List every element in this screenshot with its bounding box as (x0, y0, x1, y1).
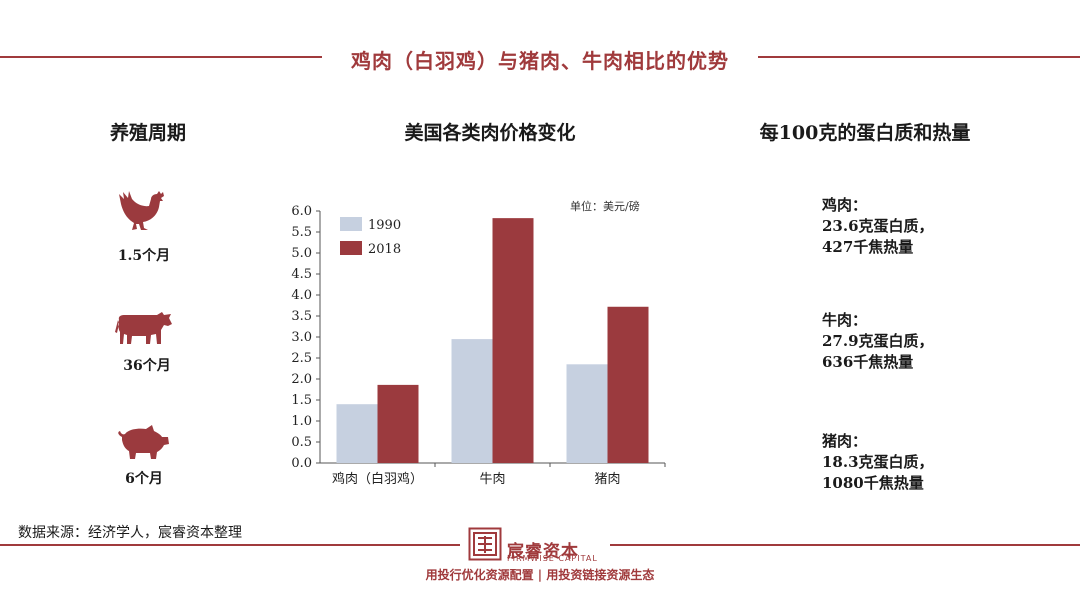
footer-rule-right (610, 544, 1080, 546)
y-tick-label: 5.0 (291, 246, 312, 261)
y-tick-label: 2.0 (291, 372, 312, 387)
footer-rule-left (0, 544, 460, 546)
price-heading: 美国各类肉价格变化 (404, 122, 576, 144)
company-logo-name: 宸睿资本 (507, 542, 579, 562)
cow-icon (115, 312, 172, 344)
nutrition-pork-protein: 18.3克蛋白质， (822, 453, 934, 471)
legend-label-1990: 1990 (368, 218, 401, 233)
chart-unit-note: 单位：美元/磅 (570, 199, 640, 213)
bar-2018 (607, 306, 649, 463)
source-note: 数据来源：经济学人，宸睿资本整理 (18, 525, 242, 541)
bar-1990 (336, 404, 378, 463)
y-tick-label: 2.5 (291, 351, 312, 366)
x-category-label: 鸡肉（白羽鸡） (332, 471, 423, 487)
nutrition-pork-name: 猪肉： (822, 432, 868, 450)
legend-swatch-2018 (340, 241, 362, 255)
y-tick-label: 4.0 (291, 288, 312, 303)
nutrition-chicken: 鸡肉： 23.6克蛋白质， 427千焦热量 (822, 195, 934, 258)
nutrition-chicken-name: 鸡肉： (822, 196, 868, 214)
breeding-heading: 养殖周期 (109, 122, 186, 144)
legend-label-2018: 2018 (368, 242, 401, 257)
y-tick-label: 4.5 (291, 267, 312, 282)
price-chart: 0.0 0.5 1.0 1.5 2.0 2.5 3.0 3.5 4.0 4.5 5.0 5.5 6.0 鸡… (291, 199, 666, 487)
y-tick-label: 6.0 (291, 204, 312, 219)
x-category-label: 猪肉 (594, 472, 620, 487)
y-tick-label: 1.5 (291, 393, 312, 408)
header-rule-left (0, 56, 322, 58)
page-title-text: 鸡肉（白羽鸡）与猪肉、牛肉相比的优势 (343, 49, 737, 73)
nutrition-beef-energy: 636千焦热量 (822, 353, 914, 371)
bar-2018 (377, 384, 419, 463)
y-tick-label: 5.5 (291, 225, 312, 240)
company-logo-english: FIRMWISE CAPITAL (507, 554, 598, 563)
nutrition-beef-protein: 27.9克蛋白质， (822, 332, 934, 350)
legend-swatch-1990 (340, 217, 362, 231)
bar-2018 (492, 218, 534, 463)
footer-slogan: 用投行优化资源配置 | 用投资链接资源生态 (425, 568, 655, 582)
x-category-label: 牛肉 (479, 472, 505, 487)
header-rule-right (758, 56, 1080, 58)
nutrition-pork-energy: 1080千焦热量 (822, 474, 924, 492)
company-logo-icon (468, 527, 502, 561)
chicken-cycle-label: 1.5个月 (117, 248, 171, 264)
y-tick-label: 0.5 (291, 435, 312, 450)
y-tick-label: 3.5 (291, 309, 312, 324)
y-tick-label: 3.0 (291, 330, 312, 345)
pig-icon (118, 425, 169, 459)
y-tick-label: 0.0 (291, 456, 312, 471)
bar-1990 (451, 339, 493, 463)
nutrition-pork: 猪肉： 18.3克蛋白质， 1080千焦热量 (822, 431, 934, 494)
bar-1990 (566, 364, 608, 463)
nutrition-heading: 每100克的蛋白质和热量 (759, 122, 971, 144)
nutrition-beef: 牛肉： 27.9克蛋白质， 636千焦热量 (822, 310, 934, 373)
chicken-icon (119, 191, 164, 230)
nutrition-beef-name: 牛肉： (822, 311, 868, 329)
pig-cycle-label: 6个月 (125, 471, 163, 487)
nutrition-chicken-energy: 427千焦热量 (822, 238, 914, 256)
y-tick-label: 1.0 (291, 414, 312, 429)
nutrition-chicken-protein: 23.6克蛋白质， (822, 217, 934, 235)
page-title: 鸡肉（白羽鸡）与猪肉、牛肉相比的优势 (0, 45, 1080, 74)
cow-cycle-label: 36个月 (123, 358, 171, 374)
